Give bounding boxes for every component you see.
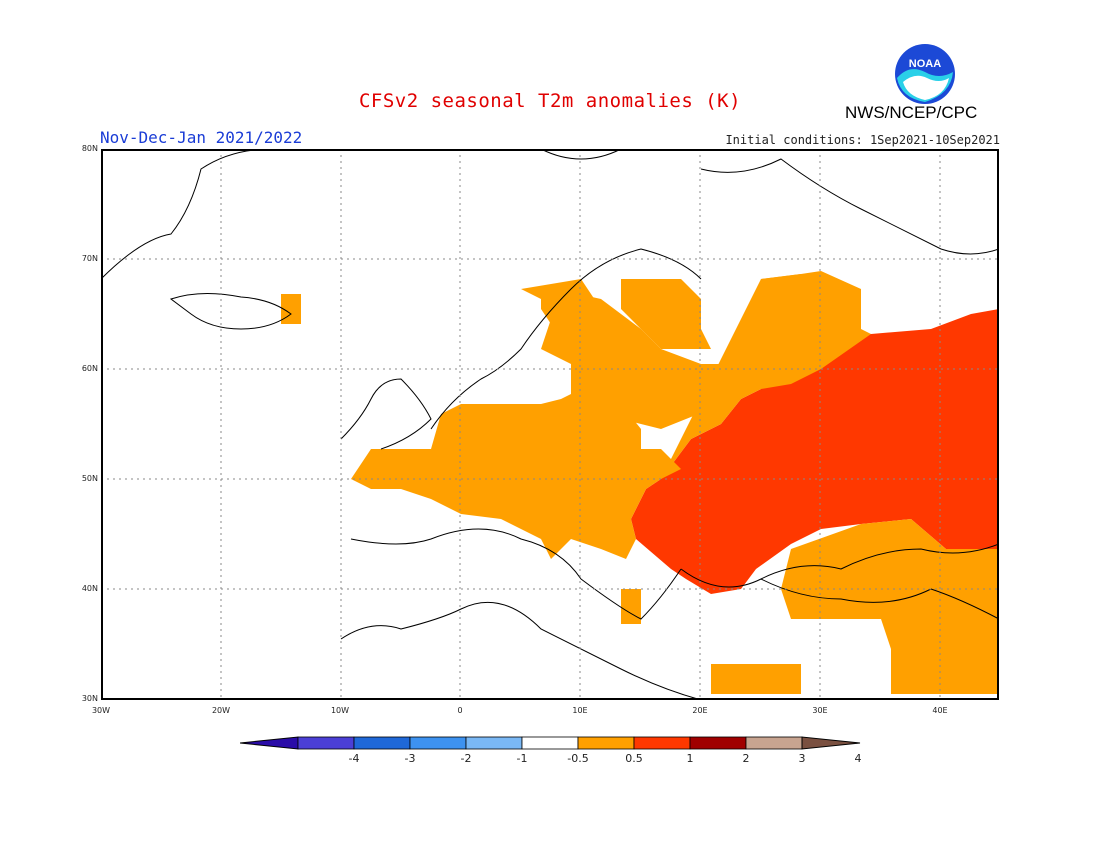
- colorbar-tick-label: -4: [348, 752, 360, 765]
- lat-label-80n: 80N: [81, 144, 98, 153]
- logo-lettering: NOAA: [909, 58, 941, 70]
- colorbar-tick-label: 1: [686, 752, 694, 765]
- lat-label-60n: 60N: [81, 364, 98, 373]
- colorbar-tick-label: 4: [854, 752, 862, 765]
- lon-label-20e: 20E: [692, 706, 708, 715]
- lon-label-30w: 30W: [91, 706, 111, 715]
- initial-conditions: Initial conditions: 1Sep2021-10Sep2021: [725, 133, 1000, 147]
- anomaly-region-1-to-2: [631, 309, 999, 594]
- lon-label-10e: 10E: [572, 706, 588, 715]
- anomaly-region-0-5-to-1: [281, 271, 999, 694]
- lat-label-40n: 40N: [81, 584, 98, 593]
- colorbar-arrow-high: [801, 736, 861, 750]
- lat-label-70n: 70N: [81, 254, 98, 263]
- lon-label-40e: 40E: [932, 706, 948, 715]
- colorbar-tick-label: -1: [516, 752, 528, 765]
- colorbar-tick-label: -3: [404, 752, 416, 765]
- lat-label-30n: 30N: [81, 694, 98, 703]
- colorbar-segment: [745, 736, 803, 750]
- map-frame: [101, 149, 999, 700]
- forecast-period: Nov-Dec-Jan 2021/2022: [100, 128, 303, 147]
- lon-label-20w: 20W: [211, 706, 231, 715]
- colorbar-arrow-low: [239, 736, 299, 750]
- map-title: CFSv2 seasonal T2m anomalies (K): [358, 90, 742, 112]
- lat-label-50n: 50N: [81, 474, 98, 483]
- colorbar-segment: [521, 736, 579, 750]
- anomaly-map: [100, 148, 1000, 705]
- colorbar-segment: [689, 736, 747, 750]
- colorbar-segment: [633, 736, 691, 750]
- colorbar-segment: [577, 736, 635, 750]
- colorbar-segment: [409, 736, 467, 750]
- colorbar-segment: [465, 736, 523, 750]
- colorbar-segment: [297, 736, 355, 750]
- colorbar-tick-label: 3: [798, 752, 806, 765]
- agency-label: NWS/NCEP/CPC: [845, 103, 978, 122]
- colorbar-tick-label: -2: [460, 752, 472, 765]
- colorbar-tick-label: 2: [742, 752, 750, 765]
- graticule: [101, 149, 999, 700]
- colorbar-tick-label: 0.5: [625, 752, 643, 765]
- noaa-logo: NOAA: [893, 42, 957, 111]
- colorbar-segment: [353, 736, 411, 750]
- lon-label-30e: 30E: [812, 706, 828, 715]
- colorbar: [239, 733, 862, 758]
- lon-label-10w: 10W: [330, 706, 350, 715]
- lon-label-0: 0: [457, 706, 463, 715]
- colorbar-tick-label: -0.5: [567, 752, 589, 765]
